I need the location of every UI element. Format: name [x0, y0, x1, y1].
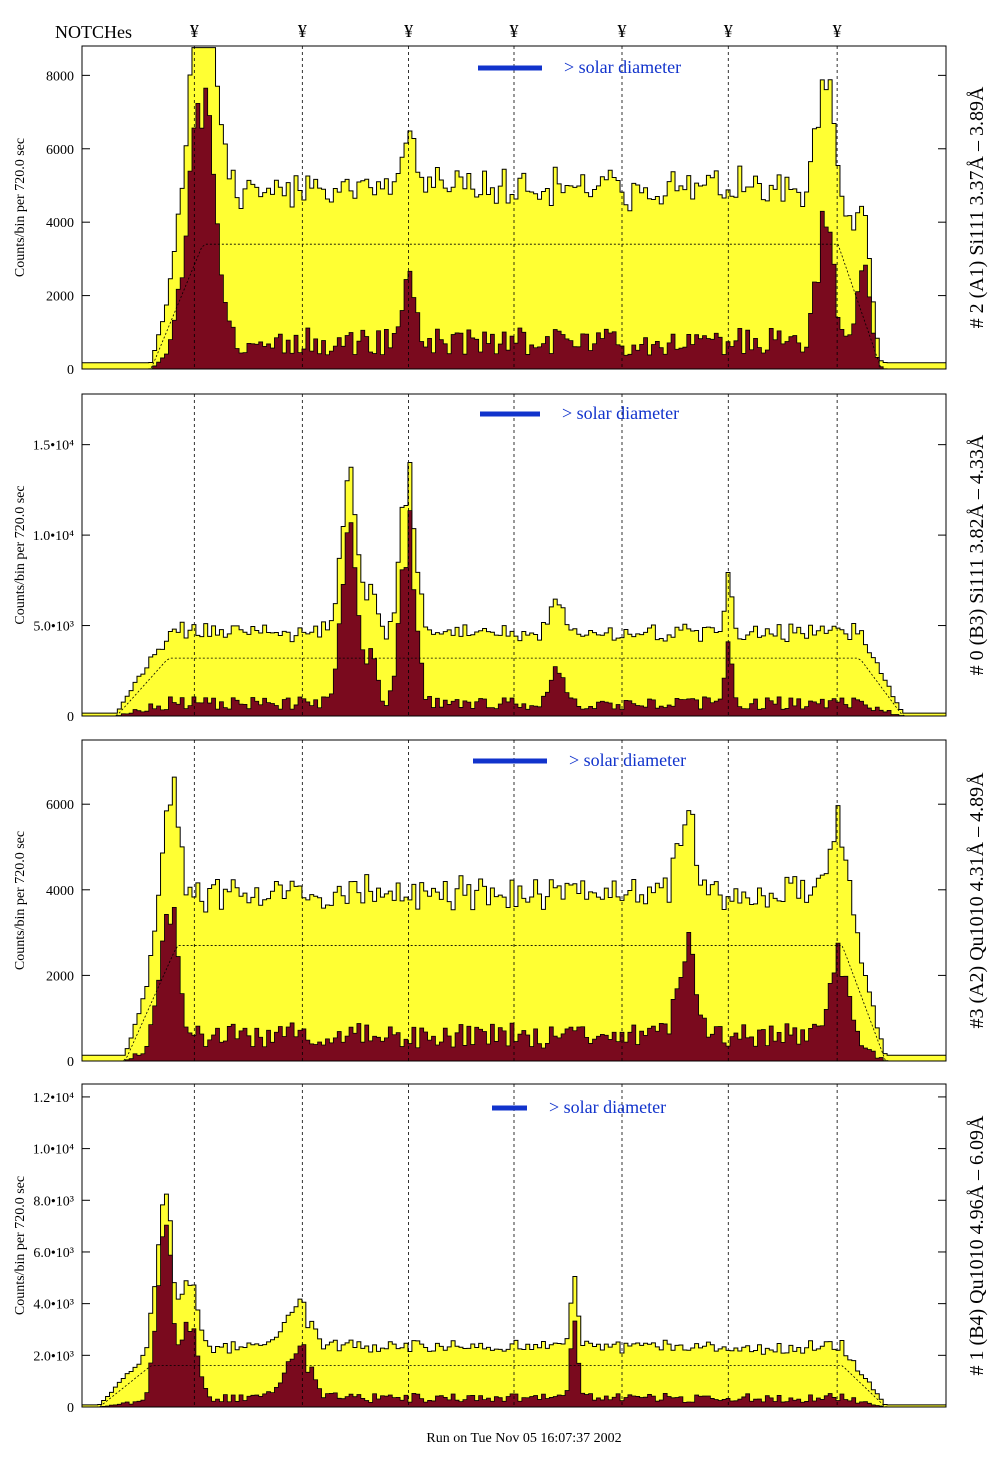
notch-symbol-7: ¥: [833, 21, 842, 41]
notch-symbol-2: ¥: [298, 21, 307, 41]
panel-3: 0 2000 4000 6000 Counts/bin per 720.0 sec #3 …: [13, 739, 988, 1070]
model-curve: [83, 1365, 945, 1408]
detector-label: #3 (A2) Qu1010 4.31Å – 4.89Å: [966, 772, 988, 1029]
notch-symbol-3: ¥: [404, 21, 413, 41]
y-tick-label: 2000: [46, 969, 74, 984]
detector-label: # 0 (B3) Si111 3.82Å – 4.33Å: [966, 434, 988, 675]
y-tick-label: 2000: [46, 290, 74, 305]
line-counts-area: [82, 1224, 946, 1408]
panel-4: 0 2.0•10³ 4.0•10³ 6.0•10³ 8.0•10³ 1.0•10⁴ 1.2•…: [13, 1083, 988, 1416]
notches-label: NOTCHes: [55, 22, 132, 42]
line-counts-area: [82, 87, 946, 370]
y-tick-label: 6.0•10³: [33, 1246, 74, 1261]
panel-2: 0 5.0•10³ 1.0•10⁴ 1.5•10⁴ Counts/bin per 720…: [13, 393, 988, 725]
y-tick-label: 8000: [46, 69, 74, 84]
legend-text: > solar diameter: [564, 57, 681, 77]
plot-frame: [81, 739, 947, 1062]
detector-label: # 1 (B4) Qu1010 4.96Å – 6.09Å: [966, 1115, 988, 1376]
line-counts-area: [82, 510, 946, 717]
panel-1: 0 2000 4000 6000 8000 Counts/bin per 720.0 se…: [13, 45, 988, 378]
run-info-footer: Run on Tue Nov 05 16:07:37 2002: [426, 1431, 621, 1446]
notch-symbol-6: ¥: [724, 21, 733, 41]
y-tick-label: 4.0•10³: [33, 1298, 74, 1313]
model-curve: [83, 945, 945, 1062]
notch-symbol-5: ¥: [618, 21, 627, 41]
y-tick-label: 1.0•10⁴: [33, 529, 74, 544]
y-tick-label: 6000: [46, 798, 74, 813]
y-axis-label: Counts/bin per 720.0 sec: [13, 485, 28, 624]
y-axis-label: Counts/bin per 720.0 sec: [13, 138, 28, 277]
y-tick-label: 8.0•10³: [33, 1194, 74, 1209]
y-tick-label: 6000: [46, 143, 74, 158]
y-tick-label: 1.2•10⁴: [33, 1091, 74, 1106]
y-tick-label: 0: [67, 363, 74, 378]
legend-text: > solar diameter: [569, 750, 686, 770]
y-tick-label: 1.0•10⁴: [33, 1143, 74, 1158]
y-axis-label: Counts/bin per 720.0 sec: [13, 1176, 28, 1315]
detector-label: # 2 (A1) Si111 3.37Å – 3.89Å: [966, 86, 988, 328]
notch-symbols: ¥ ¥ ¥ ¥ ¥ ¥ ¥: [190, 21, 842, 41]
model-curve: [83, 657, 945, 717]
y-tick-label: 0: [67, 1055, 74, 1070]
y-axis-label: Counts/bin per 720.0 sec: [13, 831, 28, 970]
legend-text: > solar diameter: [562, 403, 679, 423]
y-tick-label: 2.0•10³: [33, 1349, 74, 1364]
y-tick-label: 5.0•10³: [33, 620, 74, 635]
y-tick-label: 1.5•10⁴: [33, 439, 74, 454]
plot-frame: [81, 393, 947, 717]
notch-symbol-4: ¥: [510, 21, 519, 41]
notch-symbol-1: ¥: [190, 21, 199, 41]
plot-frame: [81, 45, 947, 370]
y-tick-label: 4000: [46, 216, 74, 231]
y-tick-label: 0: [67, 710, 74, 725]
plot-frame: [81, 1083, 947, 1408]
y-tick-label: 4000: [46, 884, 74, 899]
y-tick-label: 0: [67, 1401, 74, 1416]
total-counts-area: [81, 776, 947, 1062]
legend-text: > solar diameter: [549, 1097, 666, 1117]
panels: 0 2000 4000 6000 8000 Counts/bin per 720.0 se…: [13, 45, 988, 1416]
